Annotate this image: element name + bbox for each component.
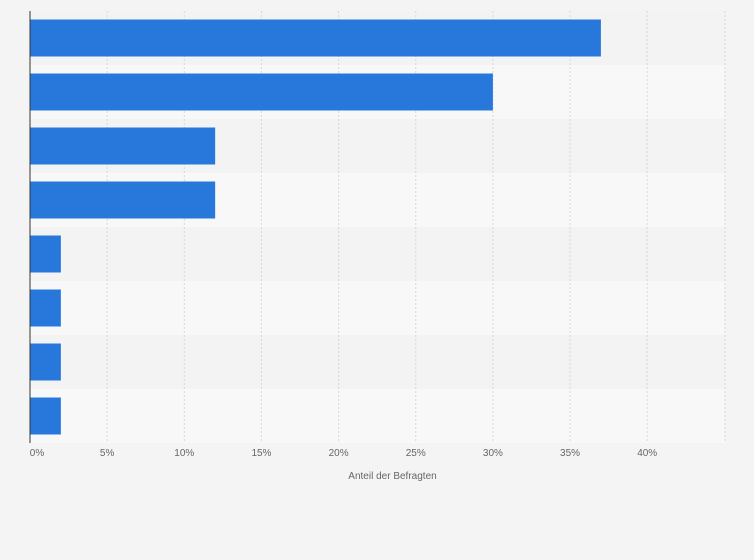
bar (30, 73, 493, 111)
x-tick-label: 35% (560, 448, 580, 459)
bar (30, 127, 216, 165)
bar (30, 289, 61, 327)
x-tick-label: 30% (483, 448, 503, 459)
bar (30, 397, 61, 435)
bar (30, 19, 601, 57)
x-tick-label: 40% (637, 448, 657, 459)
bar (30, 343, 61, 381)
x-axis-title: Anteil der Befragten (348, 471, 436, 482)
row-band (30, 227, 725, 281)
row-band (30, 389, 725, 443)
row-band (30, 335, 725, 389)
row-bands (30, 11, 725, 443)
bar (30, 235, 61, 273)
x-tick-label: 5% (100, 448, 115, 459)
x-tick-label: 10% (174, 448, 194, 459)
x-tick-label: 0% (30, 448, 45, 459)
bar (30, 181, 216, 219)
row-band (30, 281, 725, 335)
x-tick-label: 20% (329, 448, 349, 459)
bars (30, 19, 601, 435)
x-tick-label: 15% (251, 448, 271, 459)
x-tick-label: 25% (406, 448, 426, 459)
x-tick-labels: 0% 5% 10% 15% 20% 25% 30% 35% 40% (30, 448, 658, 459)
